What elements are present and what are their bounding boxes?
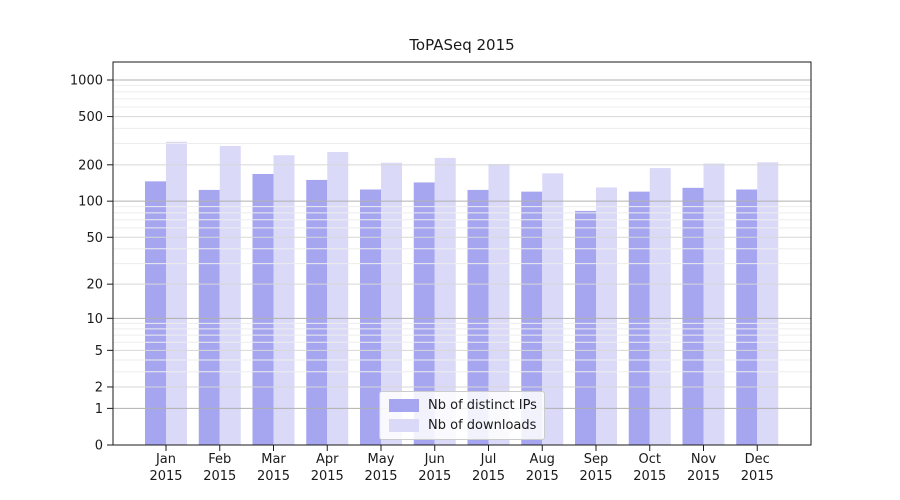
x-tick-label-year: 2015 <box>633 469 666 484</box>
bar-distinct-ips-sep-2015 <box>575 210 596 445</box>
x-tick-label-month: May <box>368 452 395 467</box>
x-tick-label-year: 2015 <box>257 469 290 484</box>
legend-swatch-distinct-ips <box>389 399 419 412</box>
x-tick-label-year: 2015 <box>418 469 451 484</box>
bar-downloads-feb-2015 <box>219 145 241 446</box>
y-tick-label: 100 <box>78 195 103 210</box>
legend-item-downloads: Nb of downloads <box>389 418 537 433</box>
x-tick-label-year: 2015 <box>149 469 182 484</box>
bar-downloads-jun-2015 <box>434 157 456 445</box>
plot-border <box>112 61 812 446</box>
chart-title: ToPASeq 2015 <box>409 36 515 54</box>
x-tick-label-year: 2015 <box>364 469 397 484</box>
y-tick-label: 500 <box>78 110 103 125</box>
x-tick-label-month: Feb <box>208 452 231 467</box>
bar-distinct-ips-jan-2015 <box>145 181 166 446</box>
x-tick-label-month: Sep <box>584 452 609 467</box>
x-tick-label-month: Jun <box>424 452 445 467</box>
legend-label-downloads: Nb of downloads <box>428 418 537 433</box>
x-tick-label-month: Jan <box>155 452 176 467</box>
bar-downloads-nov-2015 <box>703 163 725 445</box>
bar-downloads-may-2015 <box>381 162 402 445</box>
y-tick-label: 200 <box>78 158 103 173</box>
bar-downloads-dec-2015 <box>757 162 779 445</box>
x-tick-label-month: Nov <box>691 452 717 467</box>
bar-distinct-ips-jun-2015 <box>413 182 435 446</box>
legend-item-distinct-ips: Nb of distinct IPs <box>389 398 537 413</box>
bar-distinct-ips-jul-2015 <box>467 189 489 445</box>
x-tick-label-year: 2015 <box>472 469 505 484</box>
bar-distinct-ips-apr-2015 <box>306 179 328 445</box>
legend: Nb of distinct IPs Nb of downloads <box>379 391 545 440</box>
bar-downloads-apr-2015 <box>327 152 349 446</box>
bar-distinct-ips-may-2015 <box>360 189 381 445</box>
x-tick-label-month: Oct <box>639 452 661 467</box>
bar-downloads-mar-2015 <box>273 155 295 445</box>
x-tick-label-month: Aug <box>530 452 555 467</box>
y-tick-label: 0 <box>95 439 103 454</box>
y-tick-label: 10 <box>86 312 103 327</box>
x-tick-label-year: 2015 <box>311 469 344 484</box>
y-tick-label: 1 <box>95 402 103 417</box>
x-tick-label-month: Mar <box>261 452 286 467</box>
bar-distinct-ips-mar-2015 <box>252 173 274 445</box>
bar-distinct-ips-dec-2015 <box>736 189 758 445</box>
y-tick-label: 20 <box>86 278 103 293</box>
bar-downloads-jul-2015 <box>488 164 510 445</box>
x-tick-label-year: 2015 <box>526 469 559 484</box>
y-tick-label: 50 <box>86 231 103 246</box>
x-tick-label-month: Dec <box>745 452 770 467</box>
x-tick-label-year: 2015 <box>687 469 720 484</box>
y-tick-label: 2 <box>95 380 103 395</box>
x-tick-label-month: Apr <box>316 452 339 467</box>
bar-downloads-sep-2015 <box>596 187 617 445</box>
legend-label-distinct-ips: Nb of distinct IPs <box>428 398 537 413</box>
y-tick-label: 5 <box>95 344 103 359</box>
x-tick-label-month: Jul <box>480 452 497 467</box>
bar-distinct-ips-feb-2015 <box>198 189 220 445</box>
x-tick-label-year: 2015 <box>579 469 612 484</box>
x-tick-label-year: 2015 <box>741 469 774 484</box>
bar-downloads-jan-2015 <box>166 141 187 446</box>
bar-distinct-ips-nov-2015 <box>682 187 704 445</box>
bar-downloads-oct-2015 <box>649 168 671 445</box>
bar-downloads-aug-2015 <box>542 173 564 445</box>
y-tick-label: 1000 <box>70 73 103 88</box>
x-tick-label-year: 2015 <box>203 469 236 484</box>
legend-swatch-downloads <box>389 419 419 432</box>
